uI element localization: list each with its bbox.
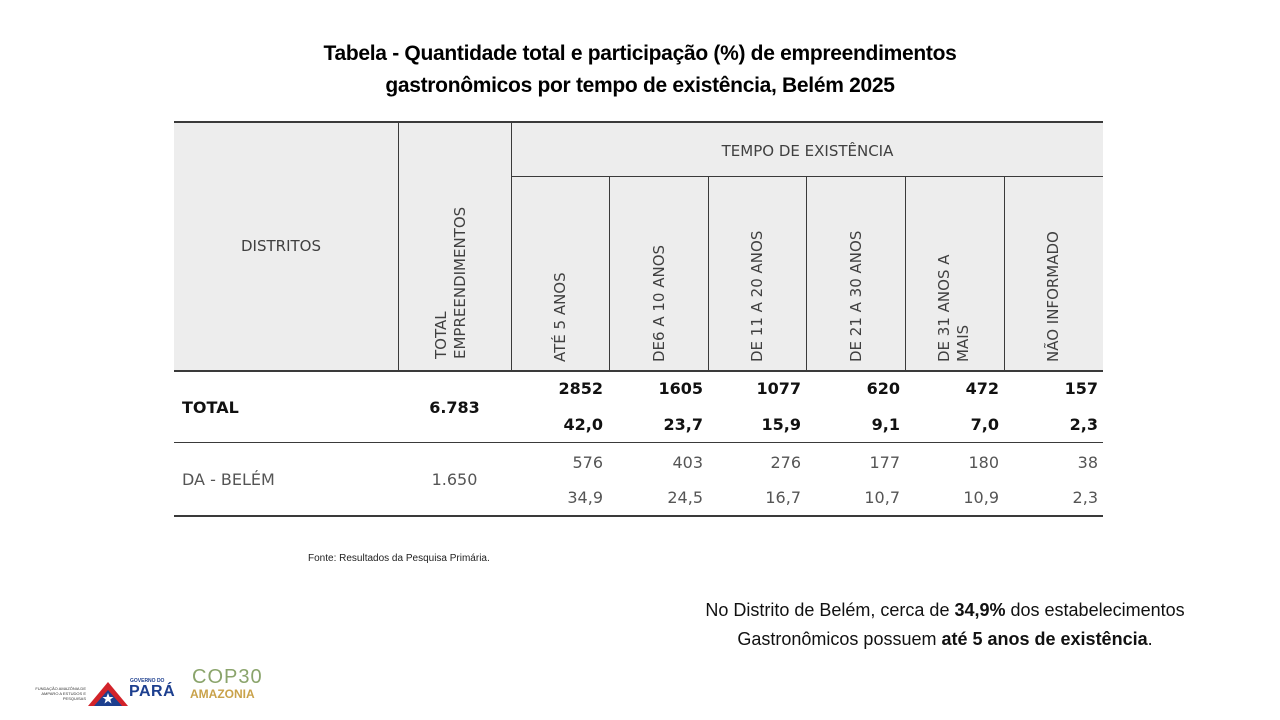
header-col-label: DE 31 ANOS A — [935, 254, 953, 363]
table-cell: 157 — [1064, 379, 1098, 398]
table-cell: 16,7 — [765, 488, 801, 507]
title-line-1: Tabela - Quantidade total e participação… — [323, 42, 957, 65]
row-separator-rule — [174, 442, 1103, 443]
table-cell: 42,0 — [563, 415, 603, 434]
table-header-background — [174, 121, 1103, 370]
para-flag-icon — [88, 682, 128, 706]
header-col-4: DE 31 ANOS A MAIS — [935, 255, 973, 363]
header-col-5: NÃO INFORMADO — [1044, 231, 1063, 362]
note-text: No Distrito de Belém, cerca de — [705, 600, 955, 620]
header-vline — [905, 176, 906, 370]
header-col-label-2: MAIS — [954, 324, 972, 362]
header-total-line-2: EMPREENDIMENTOS — [451, 206, 469, 359]
data-table: DISTRITOS TEMPO DE EXISTÊNCIA TOTAL EMPR… — [174, 121, 1103, 517]
fapespa-line: PESQUISAS — [62, 696, 86, 701]
gov-name-label: PARÁ — [129, 683, 176, 700]
note-highlight: até 5 anos de existência — [941, 629, 1148, 649]
table-cell: 276 — [770, 453, 801, 472]
table-cell: 34,9 — [567, 488, 603, 507]
group-header-rule — [512, 176, 1103, 177]
header-vline — [1004, 176, 1005, 370]
header-col-label: DE 21 A 30 ANOS — [847, 230, 865, 362]
title-line-2: gastronômicos por tempo de existência, B… — [385, 74, 895, 97]
table-cell: 2852 — [558, 379, 603, 398]
table-cell: 576 — [572, 453, 603, 472]
table-cell: 7,0 — [970, 415, 999, 434]
table-cell: 403 — [672, 453, 703, 472]
header-time-group: TEMPO DE EXISTÊNCIA — [721, 142, 894, 160]
table-cell: 1605 — [658, 379, 703, 398]
table-cell: 24,5 — [667, 488, 703, 507]
table-cell: 10,7 — [864, 488, 900, 507]
footer-logos: FUNDAÇÃO AMAZÔNIA DE AMPARO A ESTUDOS E … — [30, 660, 290, 710]
header-bottom-rule — [174, 370, 1103, 372]
header-col-label: DE 11 A 20 ANOS — [748, 230, 766, 362]
header-total-line-1: TOTAL — [432, 311, 450, 359]
row-belem-total-value: 1.650 — [431, 470, 478, 489]
note-text: Gastronômicos possuem — [737, 629, 942, 649]
row-label-belem: DA - BELÉM — [182, 470, 275, 489]
table-bottom-rule — [174, 515, 1103, 517]
insight-line-1: No Distrito de Belém, cerca de 34,9% dos… — [560, 596, 1280, 625]
header-vline — [806, 176, 807, 370]
note-text: . — [1147, 629, 1153, 649]
table-cell: 2,3 — [1072, 488, 1098, 507]
header-col-label: NÃO INFORMADO — [1044, 231, 1062, 362]
table-cell: 9,1 — [871, 415, 900, 434]
row-total-value: 6.783 — [429, 398, 480, 417]
header-districts: DISTRITOS — [241, 237, 321, 255]
header-col-0: ATÉ 5 ANOS — [551, 272, 570, 362]
header-vline — [511, 121, 512, 370]
table-cell: 180 — [968, 453, 999, 472]
table-cell: 15,9 — [761, 415, 801, 434]
insight-note: No Distrito de Belém, cerca de 34,9% dos… — [560, 596, 1280, 654]
gov-top-label: GOVERNO DO — [130, 678, 165, 684]
table-cell: 10,9 — [963, 488, 999, 507]
source-note: Fonte: Resultados da Pesquisa Primária. — [308, 553, 490, 564]
table-title: Tabela - Quantidade total e participação… — [0, 38, 1280, 102]
table-cell: 620 — [866, 379, 900, 398]
header-vline — [398, 121, 399, 370]
header-col-label: ATÉ 5 ANOS — [551, 272, 569, 362]
header-total: TOTAL EMPREENDIMENTOS — [432, 207, 470, 359]
table-cell: 472 — [965, 379, 999, 398]
table-cell: 38 — [1077, 453, 1098, 472]
fapespa-logo-text: FUNDAÇÃO AMAZÔNIA DE AMPARO A ESTUDOS E … — [30, 686, 86, 701]
row-label-total: TOTAL — [182, 398, 239, 417]
table-cell: 177 — [869, 453, 900, 472]
table-cell: 2,3 — [1069, 415, 1098, 434]
note-text: dos estabelecimentos — [1005, 600, 1185, 620]
note-highlight: 34,9% — [954, 600, 1006, 620]
cop30-logo-top: COP30 — [192, 666, 263, 688]
header-col-3: DE 21 A 30 ANOS — [847, 231, 866, 362]
header-col-1: DE6 A 10 ANOS — [650, 245, 669, 362]
header-vline — [609, 176, 610, 370]
header-col-label: DE6 A 10 ANOS — [650, 244, 668, 362]
cop30-logo-bottom: AMAZONIA — [190, 687, 255, 701]
insight-line-2: Gastronômicos possuem até 5 anos de exis… — [560, 625, 1280, 654]
table-cell: 23,7 — [663, 415, 703, 434]
table-top-rule — [174, 121, 1103, 123]
header-vline — [708, 176, 709, 370]
fapespa-line: AMPARO A ESTUDOS E — [41, 691, 86, 696]
fapespa-line: FUNDAÇÃO AMAZÔNIA DE — [35, 686, 86, 691]
header-col-2: DE 11 A 20 ANOS — [748, 231, 767, 362]
table-cell: 1077 — [756, 379, 801, 398]
